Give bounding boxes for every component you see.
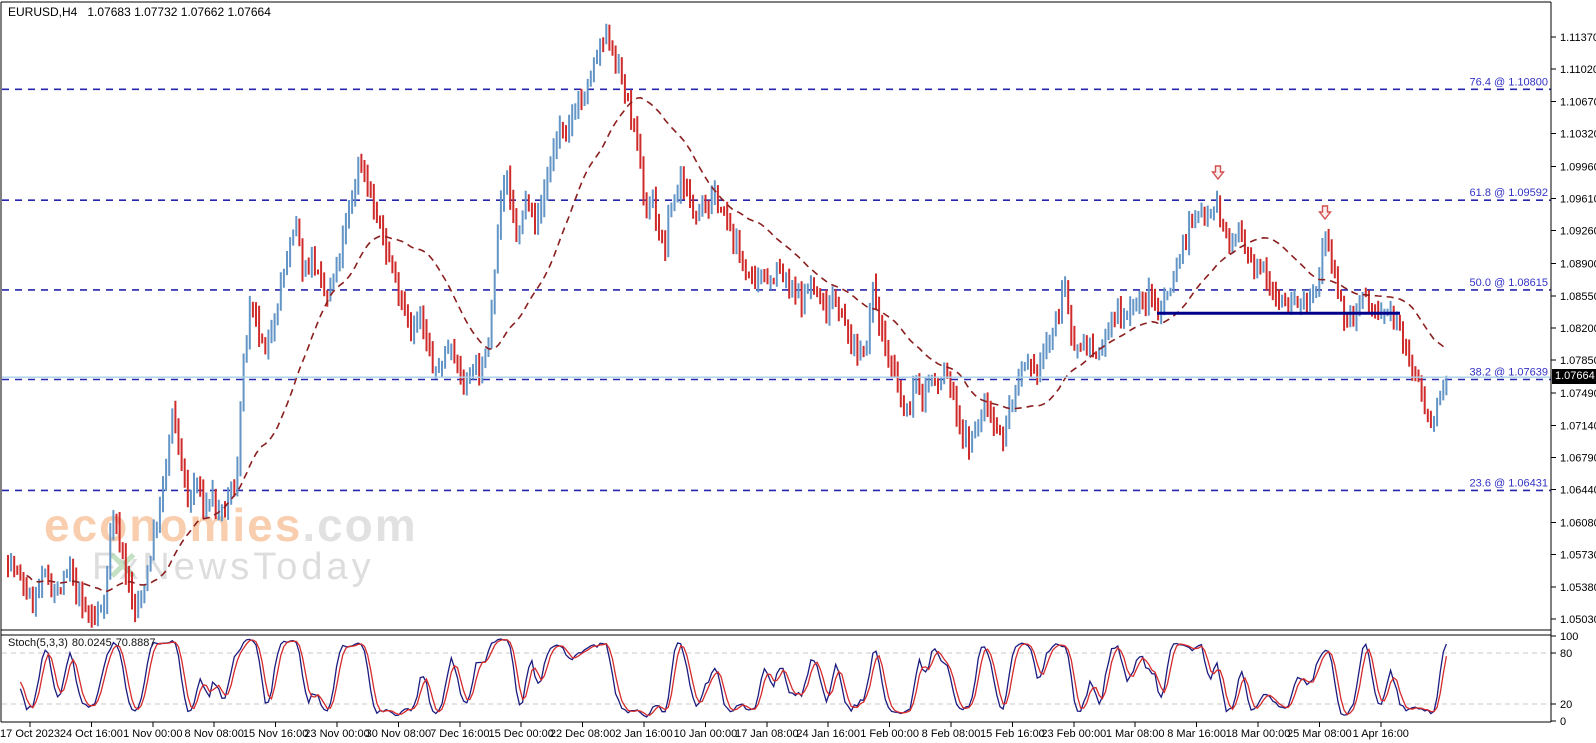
x-axis-label[interactable]: 1 Feb 00:00 [860, 728, 919, 740]
x-axis-label[interactable]: 18 Mar 00:00 [1226, 728, 1291, 740]
watermark-brand: economies [44, 499, 303, 551]
y-axis-label[interactable]: 1.07850 [1560, 355, 1596, 367]
stoch-main-value: 80.0245 [71, 637, 112, 649]
ohlc-quotes: 1.07683 1.07732 1.07662 1.07664 [87, 5, 271, 19]
x-axis-label[interactable]: 10 Jan 00:00 [674, 728, 738, 740]
stochastic-indicator-label: Stoch(5,3,3) 80.0245 70.8887 [8, 637, 159, 649]
y-axis-label[interactable]: 1.09960 [1560, 161, 1596, 173]
x-axis-label[interactable]: 1 Apr 16:00 [1353, 728, 1409, 740]
y-axis-label[interactable]: 1.06440 [1560, 485, 1596, 497]
stoch-main-line [19, 638, 1448, 718]
fib-level-label: 61.8 @ 1.09592 [1470, 187, 1548, 199]
x-axis-label[interactable]: 22 Dec 08:00 [550, 728, 615, 740]
stoch-axis-label[interactable]: 80 [1560, 648, 1572, 660]
x-axis-label[interactable]: 25 Mar 08:00 [1287, 728, 1352, 740]
sell-arrow-icon[interactable] [1211, 165, 1225, 181]
stoch-axis-label[interactable]: 100 [1560, 631, 1578, 643]
y-axis-label[interactable]: 1.07490 [1560, 388, 1596, 400]
y-axis-label[interactable]: 1.10670 [1560, 96, 1596, 108]
bull-candles[interactable] [10, 23, 1448, 627]
fib-level-label: 23.6 @ 1.06431 [1470, 477, 1548, 489]
symbol-timeframe: EURUSD,H4 [8, 5, 78, 19]
sell-arrow-icon[interactable] [1318, 205, 1332, 221]
x-axis-label[interactable]: 8 Nov 08:00 [185, 728, 244, 740]
y-axis-label[interactable]: 1.07140 [1560, 420, 1596, 432]
y-axis-label[interactable]: 1.08900 [1560, 259, 1596, 271]
bear-candles[interactable] [7, 24, 1432, 628]
y-axis-label[interactable]: 1.06790 [1560, 452, 1596, 464]
x-axis-label[interactable]: 8 Mar 16:00 [1167, 728, 1226, 740]
y-axis-label[interactable]: 1.06080 [1560, 518, 1596, 530]
y-axis-label[interactable]: 1.09260 [1560, 226, 1596, 238]
watermark: economies.com FxNewsToday ✕ [44, 498, 418, 589]
chart-ohlc-title: EURUSD,H4 1.07683 1.07732 1.07662 1.07664 [8, 5, 271, 19]
x-axis-label[interactable]: 23 Feb 00:00 [1041, 728, 1106, 740]
x-axis-label[interactable]: 30 Nov 08:00 [366, 728, 431, 740]
x-axis-label[interactable]: 23 Nov 00:00 [304, 728, 369, 740]
x-axis-label[interactable]: 1 Mar 08:00 [1106, 728, 1165, 740]
fib-level-label: 76.4 @ 1.10800 [1470, 76, 1548, 88]
y-axis-label[interactable]: 1.08550 [1560, 291, 1596, 303]
y-axis-label[interactable]: 1.11370 [1560, 32, 1596, 44]
x-axis-label[interactable]: 15 Dec 00:00 [488, 728, 553, 740]
fib-level-label: 50.0 @ 1.08615 [1470, 277, 1548, 289]
watermark-subtitle: FxNewsToday [92, 546, 375, 588]
watermark-suffix: .com [302, 499, 418, 551]
y-axis-label[interactable]: 1.08200 [1560, 323, 1596, 335]
x-axis-label[interactable]: 2 Jan 16:00 [615, 728, 673, 740]
stoch-signal-value: 70.8887 [115, 637, 156, 649]
x-axis-label[interactable]: 1 Nov 00:00 [123, 728, 182, 740]
y-axis-label[interactable]: 1.10320 [1560, 128, 1596, 140]
y-axis-label[interactable]: 1.09610 [1560, 194, 1596, 206]
stoch-axis-label[interactable]: 0 [1560, 716, 1566, 728]
x-axis-label[interactable]: 24 Oct 16:00 [60, 728, 123, 740]
x-axis-label[interactable]: 7 Dec 16:00 [430, 728, 489, 740]
x-axis-label[interactable]: 17 Oct 2023 [0, 728, 60, 740]
x-axis-label[interactable]: 24 Jan 16:00 [796, 728, 860, 740]
stoch-signal-line [19, 638, 1448, 716]
x-axis-label[interactable]: 15 Nov 16:00 [243, 728, 308, 740]
stoch-axis-label[interactable]: 20 [1560, 699, 1572, 711]
x-axis-label[interactable]: 17 Jan 08:00 [735, 728, 799, 740]
y-axis-label[interactable]: 1.05380 [1560, 582, 1596, 594]
y-axis-label[interactable]: 1.11020 [1560, 64, 1596, 76]
y-axis-label[interactable]: 1.05730 [1560, 550, 1596, 562]
stoch-name: Stoch(5,3,3) [8, 637, 68, 649]
y-axis-label[interactable]: 1.05030 [1560, 614, 1596, 626]
current-price-tag: 1.07664 [1552, 369, 1596, 384]
fib-level-label: 38.2 @ 1.07639 [1470, 366, 1548, 378]
x-axis-label[interactable]: 15 Feb 16:00 [980, 728, 1045, 740]
moving-average-line[interactable] [26, 96, 1447, 593]
x-axis-label[interactable]: 8 Feb 08:00 [922, 728, 981, 740]
